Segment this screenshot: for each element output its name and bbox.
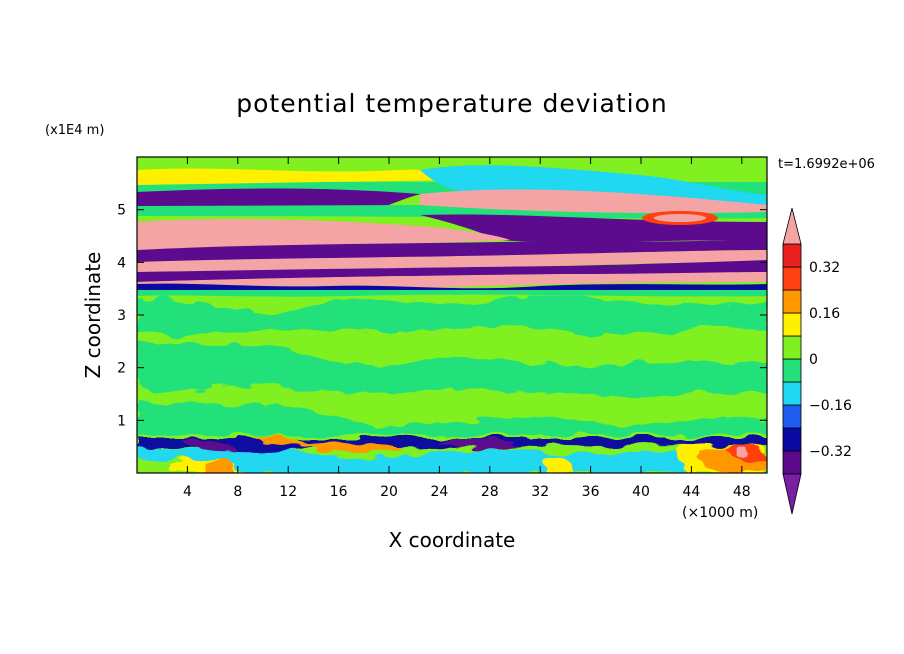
plot-area <box>137 157 767 473</box>
colorbar-box <box>782 335 802 360</box>
y-tick-label: 2 <box>117 361 126 377</box>
x-tick-label: 8 <box>233 484 242 500</box>
y-tick-label: 5 <box>117 203 126 219</box>
colorbar-box <box>782 427 802 452</box>
x-tick-label: 24 <box>430 484 448 500</box>
colorbar-box <box>782 358 802 383</box>
colorbar-tick-label: 0.32 <box>809 260 840 276</box>
contour-region <box>137 400 767 435</box>
colorbar-tick-label: 0.16 <box>809 306 840 322</box>
x-tick-label: 4 <box>183 484 192 500</box>
contour-band <box>137 272 767 288</box>
contour-region <box>205 460 240 473</box>
contour-band <box>137 250 767 272</box>
y-axis: 1 2 3 4 5 <box>117 203 767 429</box>
contour-region <box>137 340 767 397</box>
contour-band <box>137 238 767 262</box>
contour-band <box>137 188 420 209</box>
contour-band <box>137 290 767 297</box>
contour-band <box>137 219 510 250</box>
x-tick-label: 12 <box>279 484 297 500</box>
time-label: t=1.6992e+06 <box>778 157 875 172</box>
colorbar-triangle-top <box>782 207 802 245</box>
contour-region <box>545 455 575 473</box>
y-tick-label: 1 <box>117 413 126 429</box>
x-tick-label: 28 <box>481 484 499 500</box>
y-tick-label: 3 <box>117 308 126 324</box>
contour-region <box>300 441 400 453</box>
colorbar-box <box>782 450 802 475</box>
colorbar-triangle-bottom <box>782 473 802 515</box>
y-unit-label: (x1E4 m) <box>45 123 104 138</box>
y-tick-label: 4 <box>117 255 126 271</box>
contour-region <box>137 295 767 335</box>
x-tick-label: 48 <box>733 484 751 500</box>
colorbar-box <box>782 312 802 337</box>
colorbar-tick-label: −0.16 <box>809 398 852 414</box>
colorbar-box <box>782 381 802 406</box>
contour-band <box>137 283 767 290</box>
x-tick-label: 20 <box>380 484 398 500</box>
colorbar-tick-label: −0.32 <box>809 444 852 460</box>
x-tick-label: 40 <box>632 484 650 500</box>
chart-title: potential temperature deviation <box>236 89 667 118</box>
x-axis-label: X coordinate <box>389 528 516 552</box>
colorbar-tick-label: 0 <box>809 352 818 368</box>
x-tick-label: 44 <box>682 484 700 500</box>
colorbar-box <box>782 266 802 291</box>
x-tick-label: 36 <box>582 484 600 500</box>
colorbar-box <box>782 289 802 314</box>
x-unit-label: (×1000 m) <box>682 505 758 521</box>
contour-band <box>137 168 450 185</box>
colorbar: 0.32 0.16 0 −0.16 −0.32 <box>782 207 852 515</box>
contour-band <box>420 165 767 205</box>
x-tick-label: 16 <box>330 484 348 500</box>
contour-region <box>440 438 520 449</box>
contour-region <box>180 439 240 451</box>
x-tick-label: 32 <box>531 484 549 500</box>
contour-region <box>734 448 750 460</box>
contour-region <box>654 214 706 222</box>
contour-region <box>250 436 310 445</box>
contour-band <box>137 205 767 219</box>
colorbar-box <box>782 404 802 429</box>
y-axis-label: Z coordinate <box>81 252 105 379</box>
contour-region <box>137 446 767 473</box>
contour-band <box>137 260 767 282</box>
x-axis: 4 8 12 16 20 24 28 32 36 40 44 48 <box>183 157 751 500</box>
colorbar-box <box>782 243 802 268</box>
contour-band <box>420 189 767 214</box>
